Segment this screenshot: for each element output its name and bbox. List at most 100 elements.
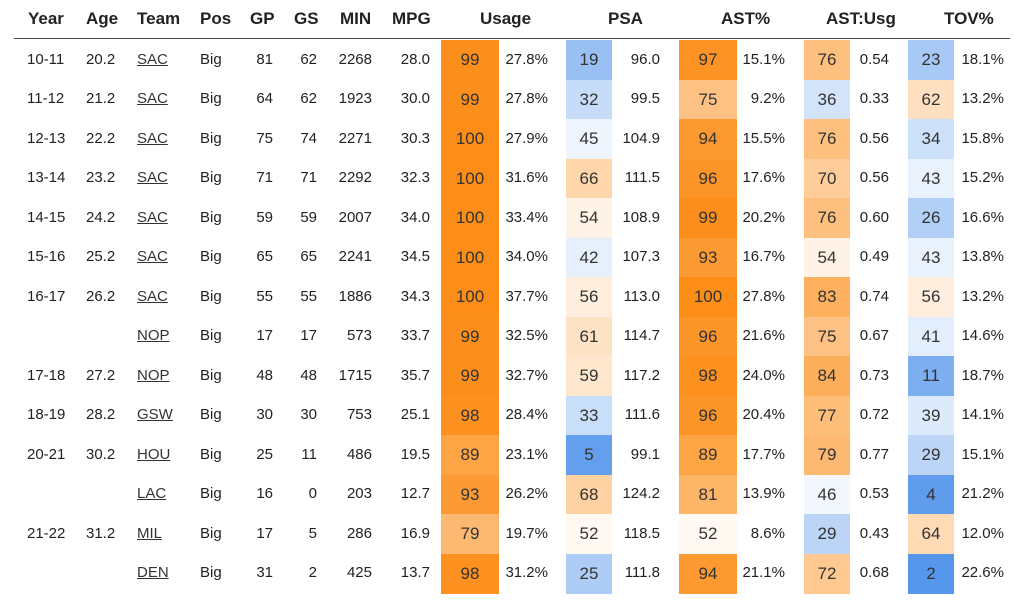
position: Big [200,485,222,503]
season-year: 14-15 [27,208,66,226]
usage-percentile-cell: 98 [441,553,499,594]
stat-gp: 81 [256,50,273,68]
team-link[interactable]: NOP [137,327,170,345]
astusg-value: 0.53 [859,485,889,503]
tov-value: 14.1% [961,406,1004,424]
stat-min: 2268 [338,50,372,68]
tov-value: 14.6% [961,327,1004,345]
ast-value: 15.5% [742,129,785,147]
player-age: 21.2 [86,90,116,108]
ast-percentile-cell: 96 [679,158,737,199]
usage-value: 19.7% [505,524,548,542]
psa-value: 111.6 [624,406,660,424]
astusg-percentile-cell: 72 [804,553,850,594]
player-age: 24.2 [86,208,116,226]
usage-value: 34.0% [505,248,548,266]
usage-percentile-cell: 100 [441,158,499,199]
usage-percentile-cell: 99 [441,316,499,357]
astusg-value: 0.54 [859,50,889,68]
psa-percentile-cell: 52 [566,514,612,554]
team-link[interactable]: SAC [137,90,168,108]
team-link[interactable]: SAC [137,248,168,266]
season-year: 17-18 [27,366,66,384]
astusg-value: 0.60 [859,208,889,226]
psa-value: 99.5 [630,90,660,108]
psa-value: 118.5 [623,524,660,542]
ast-value: 20.4% [742,406,785,424]
stat-gs: 17 [300,327,317,345]
stat-gp: 25 [256,445,273,463]
stat-mpg: 25.1 [400,406,430,424]
ast-value: 16.7% [742,248,785,266]
tov-value: 12.0% [961,524,1004,542]
ast-percentile-cell: 93 [679,237,737,278]
ast-percentile-cell: 52 [679,514,737,554]
stat-min: 1715 [338,366,372,384]
season-year: 16-17 [27,287,66,305]
stat-mpg: 34.3 [400,287,430,305]
stat-mpg: 34.5 [400,248,430,266]
header-gp: GP [250,9,275,28]
team-link[interactable]: LAC [137,485,167,503]
header-divider [14,38,1010,39]
tov-percentile-cell: 43 [908,158,954,199]
player-age: 26.2 [86,287,116,305]
stat-gp: 17 [256,524,273,542]
header-gs: GS [294,9,319,28]
stat-gs: 62 [300,50,317,68]
astusg-percentile-cell: 83 [804,277,850,317]
team-link[interactable]: SAC [137,50,168,68]
psa-percentile-cell: 5 [566,435,612,475]
stat-min: 203 [346,485,372,503]
tov-value: 21.2% [961,485,1004,503]
stat-mpg: 35.7 [400,366,430,384]
psa-percentile-cell: 45 [566,119,612,159]
position: Big [200,50,222,68]
tov-value: 15.2% [961,169,1004,187]
astusg-percentile-cell: 76 [804,40,850,80]
ast-value: 17.7% [742,445,785,463]
stat-gs: 0 [308,485,317,503]
tov-percentile-cell: 56 [908,277,954,317]
usage-value: 23.1% [505,445,548,463]
stat-gs: 74 [300,129,317,147]
tov-value: 16.6% [961,208,1004,226]
position: Big [200,129,222,147]
team-link[interactable]: SAC [137,208,168,226]
stat-mpg: 28.0 [400,50,430,68]
tov-percentile-cell: 43 [908,237,954,278]
tov-value: 15.1% [961,445,1004,463]
team-link[interactable]: SAC [137,287,168,305]
team-link[interactable]: GSW [137,406,173,424]
usage-percentile-cell: 98 [441,395,499,436]
stat-min: 753 [346,406,372,424]
season-year: 15-16 [27,248,66,266]
stat-mpg: 19.5 [400,445,430,463]
usage-value: 27.9% [505,129,548,147]
position: Big [200,327,222,345]
astusg-value: 0.73 [859,366,889,384]
usage-value: 33.4% [505,208,548,226]
stat-mpg: 16.9 [400,524,430,542]
astusg-value: 0.74 [859,287,889,305]
team-link[interactable]: SAC [137,169,168,187]
position: Big [200,445,222,463]
psa-percentile-cell: 42 [566,237,612,278]
tov-percentile-cell: 29 [908,435,954,475]
team-link[interactable]: MIL [137,524,163,542]
position: Big [200,564,222,582]
stat-gp: 31 [256,564,273,582]
team-link[interactable]: HOU [137,445,171,463]
tov-percentile-cell: 11 [908,356,954,396]
team-link[interactable]: NOP [137,366,170,384]
season-year: 12-13 [27,129,66,147]
team-link[interactable]: SAC [137,129,168,147]
team-link[interactable]: DEN [137,564,169,582]
stat-gs: 65 [300,248,317,266]
player-age: 28.2 [86,406,116,424]
usage-value: 28.4% [505,406,548,424]
stat-mpg: 32.3 [400,169,430,187]
header-tov: TOV% [944,9,994,28]
header-astusg: AST:Usg [826,9,896,28]
